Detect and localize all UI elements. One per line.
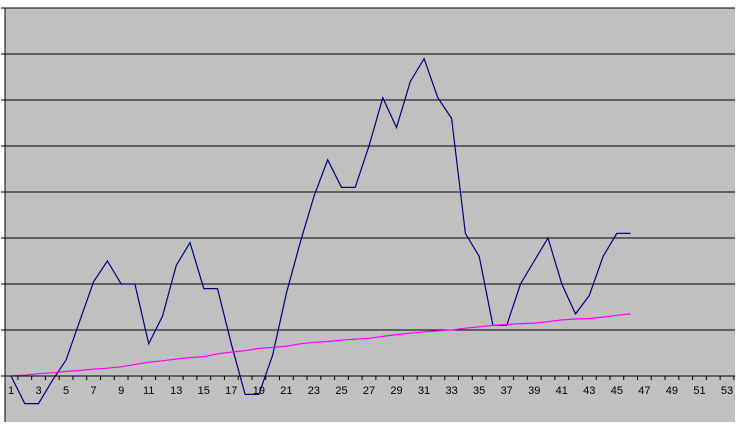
x-tick-label: 35 xyxy=(473,385,485,397)
x-tick-label: 1 xyxy=(8,385,14,397)
plot-area xyxy=(5,8,735,422)
x-tick-label: 21 xyxy=(280,385,292,397)
x-tick-label: 29 xyxy=(390,385,402,397)
x-tick-label: 11 xyxy=(143,385,154,397)
x-tick-label: 27 xyxy=(363,385,375,397)
x-tick-label: 15 xyxy=(198,385,210,397)
x-tick-label: 47 xyxy=(638,385,650,397)
x-tick-label: 25 xyxy=(335,385,347,397)
x-tick-label: 17 xyxy=(225,385,237,397)
x-tick-label: 53 xyxy=(721,385,733,397)
x-tick-label: 31 xyxy=(418,385,430,397)
x-tick-label: 7 xyxy=(91,385,97,397)
x-tick-label: 45 xyxy=(611,385,623,397)
x-tick-label: 41 xyxy=(556,385,568,397)
x-tick-label: 5 xyxy=(63,385,69,397)
x-tick-label: 43 xyxy=(583,385,595,397)
x-tick-label: 33 xyxy=(445,385,457,397)
x-tick-label: 13 xyxy=(170,385,182,397)
x-tick-label: 51 xyxy=(693,385,705,397)
x-tick-label: 3 xyxy=(35,385,41,397)
x-tick-label: 37 xyxy=(501,385,513,397)
x-tick-label: 9 xyxy=(118,385,124,397)
x-tick-label: 49 xyxy=(666,385,678,397)
x-tick-label: 39 xyxy=(528,385,540,397)
series-line xyxy=(10,57,631,405)
x-tick-label: 19 xyxy=(253,385,265,397)
series-line xyxy=(10,313,631,377)
x-tick-label: 23 xyxy=(308,385,320,397)
